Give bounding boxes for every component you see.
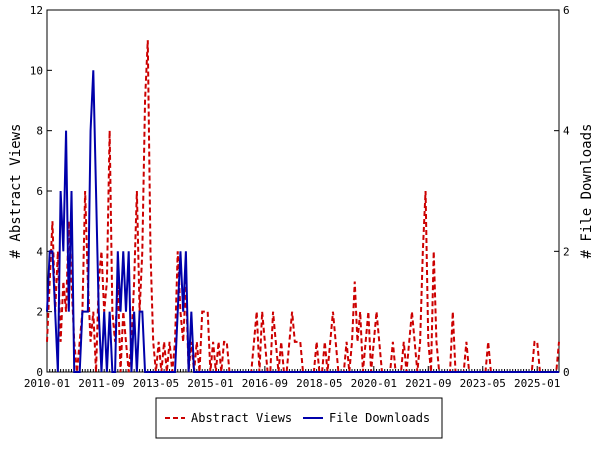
series-line-file-downloads [46,70,559,373]
series-line-abstract-views [46,40,560,373]
y-left-tick-label: 2 [36,306,43,319]
series-layer [46,40,560,373]
y-left-tick-label: 6 [36,185,43,198]
y-left-tick-label: 0 [36,366,43,379]
x-tick-label: 2018-05 [296,377,342,390]
legend: Abstract Views File Downloads [155,397,443,439]
x-tick-label: 2010-01 [24,377,70,390]
legend-label-abstract-views: Abstract Views [191,411,292,425]
y-left-tick-label: 12 [30,4,43,17]
y-left-tick-label: 4 [36,245,43,258]
y-axis-right: 0 2 4 6 [554,4,570,379]
x-tick-label: 2020-01 [351,377,397,390]
x-tick-label: 2013-05 [133,377,179,390]
legend-label-file-downloads: File Downloads [329,411,430,425]
x-axis: 2010-01 2011-09 2013-05 2015-01 2016-09 2018-… [24,366,560,390]
legend-box [155,397,443,439]
y-left-tick-label: 10 [30,64,43,77]
y-left-tick-label: 8 [36,125,43,138]
x-tick-label: 2015-01 [187,377,233,390]
x-tick-label: 2011-09 [78,377,124,390]
y-right-tick-label: 6 [563,4,570,17]
x-tick-label: 2016-09 [242,377,288,390]
y-right-tick-label: 2 [563,245,570,258]
x-tick-label: 2021-09 [405,377,451,390]
y-axis-right-title: # File Downloads [579,124,595,259]
y-axis-left: 0 2 4 6 8 10 12 [30,4,52,379]
x-tick-label: 2025-01 [514,377,560,390]
y-right-tick-label: 0 [563,366,570,379]
x-tick-label: 2023-05 [460,377,506,390]
y-axis-left-title: # Abstract Views [8,124,24,259]
y-right-tick-label: 4 [563,125,570,138]
